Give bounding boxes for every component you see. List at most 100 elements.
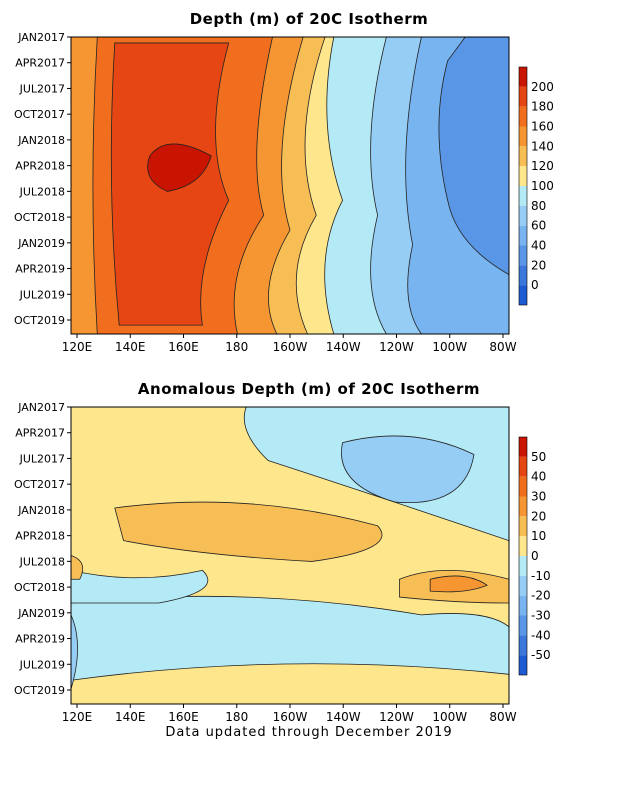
depth-x-tick-label: 140W: [326, 340, 361, 354]
depth-colorbar-label: 100: [531, 179, 554, 193]
anomaly-colorbar-swatch: [519, 456, 527, 477]
depth-colorbar-label: 40: [531, 239, 546, 253]
anomaly-y-tick-label: APR2019: [15, 633, 65, 646]
anomaly-chart-title: Anomalous Depth (m) of 20C Isotherm: [137, 380, 481, 398]
depth-colorbar-swatch: [519, 245, 527, 266]
anomaly-colorbar-swatch: [519, 655, 527, 675]
depth-colorbar-swatch: [519, 205, 527, 226]
anomaly-colorbar-label: -10: [531, 569, 551, 583]
depth-y-tick-label: OCT2019: [14, 314, 65, 327]
depth-y-tick-label: APR2017: [15, 57, 65, 70]
anomaly-x-tick-label: 80W: [489, 710, 516, 724]
anomaly-y-tick-label: APR2017: [15, 427, 65, 440]
anomaly-colorbar-swatch: [519, 635, 527, 656]
anomaly-colorbar-swatch: [519, 575, 527, 596]
data-updated-footer: Data updated through December 2019: [165, 725, 453, 740]
depth-x-tick-label: 120E: [62, 340, 93, 354]
anomaly-contour-region: [70, 554, 84, 580]
depth-colorbar-label: 200: [531, 80, 554, 94]
anomaly-colorbar-swatch: [519, 496, 527, 517]
anomaly-y-tick-label: JUL2017: [19, 452, 65, 465]
anomaly-field: [70, 406, 510, 705]
depth-y-tick-label: OCT2017: [14, 108, 65, 121]
depth-colorbar-label: 20: [531, 258, 546, 272]
depth-x-tick-label: 180: [225, 340, 248, 354]
anomaly-colorbar-swatch: [519, 536, 527, 556]
anomaly-colorbar-label: -50: [531, 648, 551, 662]
depth-colorbar-label: 120: [531, 159, 554, 173]
depth-colorbar-swatch: [519, 67, 527, 87]
anomaly-colorbar-label: 50: [531, 450, 546, 464]
anomaly-colorbar-swatch: [519, 615, 527, 636]
anomaly-y-tick-label: JAN2017: [17, 401, 65, 414]
anomaly-colorbar-label: 0: [531, 549, 539, 563]
depth-chart-panel: Depth (m) of 20C Isotherm 120E 140E 160E 18…: [0, 0, 618, 360]
anomaly-colorbar-swatch: [519, 556, 527, 576]
anomaly-colorbar-swatch: [519, 516, 527, 537]
depth-y-tick-label: JAN2017: [17, 31, 65, 44]
anomaly-chart-svg: 120E 140E 160E 180 160W 140W 120W 100W 80W JAN201…: [14, 401, 551, 724]
anomaly-contour-region: [429, 575, 488, 593]
anomaly-y-tick-label: OCT2017: [14, 478, 65, 491]
depth-contour-region: [147, 143, 212, 192]
anomaly-x-tick-label: 180: [225, 710, 248, 724]
depth-y-tick-label: JUL2018: [19, 185, 65, 198]
depth-colorbar-swatch: [519, 225, 527, 246]
depth-y-tick-label: JAN2018: [17, 134, 65, 147]
depth-x-tick-label: 140E: [115, 340, 146, 354]
depth-chart-title: Depth (m) of 20C Isotherm: [189, 10, 429, 28]
anomaly-contour-region: [341, 435, 475, 504]
depth-colorbar-swatch: [519, 285, 527, 305]
depth-colorbar-label: 0: [531, 278, 539, 292]
anomaly-contour-region: [70, 595, 510, 681]
anomaly-x-tick-label: 120E: [62, 710, 93, 724]
anomaly-colorbar-frame: [518, 436, 528, 676]
anomaly-x-tick-label: 160W: [273, 710, 308, 724]
depth-x-tick-label: 120W: [379, 340, 414, 354]
anomaly-colorbar-label: 20: [531, 509, 546, 523]
anomaly-chart-panel: Anomalous Depth (m) of 20C Isotherm 120E…: [0, 370, 618, 730]
anomaly-colorbar-label: -30: [531, 609, 551, 623]
anomaly-y-tick-label: OCT2019: [14, 684, 65, 697]
anomaly-y-tick-label: OCT2018: [14, 581, 65, 594]
anomaly-contour-region: [114, 501, 383, 562]
anomaly-colorbar-label: -20: [531, 589, 551, 603]
depth-colorbar-label: 180: [531, 100, 554, 114]
anomaly-colorbar-label: 40: [531, 470, 546, 484]
anomaly-x-tick-label: 140E: [115, 710, 146, 724]
depth-y-tick-label: APR2019: [15, 263, 65, 276]
anomaly-contour-region: [70, 569, 209, 604]
depth-x-tick-label: 80W: [489, 340, 516, 354]
depth-colorbar-swatch: [519, 265, 527, 286]
depth-contour-region: [438, 36, 510, 276]
depth-colorbar-swatch: [519, 186, 527, 206]
anomaly-x-tick-label: 140W: [326, 710, 361, 724]
depth-x-tick-label: 160E: [168, 340, 199, 354]
depth-colorbar-swatch: [519, 146, 527, 167]
anomaly-y-tick-label: JAN2018: [17, 504, 65, 517]
anomaly-colorbar-swatch: [519, 595, 527, 616]
depth-colorbar-label: 80: [531, 199, 546, 213]
depth-y-tick-label: OCT2018: [14, 211, 65, 224]
anomaly-y-tick-label: APR2018: [15, 530, 65, 543]
depth-y-tick-label: JUL2017: [19, 82, 65, 95]
depth-x-tick-label: 160W: [273, 340, 308, 354]
anomaly-colorbar-label: -40: [531, 628, 551, 642]
anomaly-colorbar-label: 30: [531, 490, 546, 504]
anomaly-colorbar-swatch: [519, 437, 527, 457]
depth-colorbar-label: 160: [531, 120, 554, 134]
anomaly-x-tick-label: 160E: [168, 710, 199, 724]
anomaly-colorbar-label: 10: [531, 529, 546, 543]
anomaly-x-tick-label: 100W: [432, 710, 467, 724]
depth-colorbar-swatch: [519, 106, 527, 127]
depth-y-tick-label: JUL2019: [19, 288, 65, 301]
depth-colorbar-swatch: [519, 126, 527, 147]
depth-y-tick-label: JAN2019: [17, 237, 65, 250]
anomaly-y-tick-label: JAN2019: [17, 607, 65, 620]
depth-colorbar-frame: [518, 66, 528, 306]
depth-colorbar-swatch: [519, 166, 527, 186]
depth-colorbar-label: 140: [531, 139, 554, 153]
depth-colorbar-label: 60: [531, 219, 546, 233]
depth-x-tick-label: 100W: [432, 340, 467, 354]
depth-y-tick-label: APR2018: [15, 160, 65, 173]
